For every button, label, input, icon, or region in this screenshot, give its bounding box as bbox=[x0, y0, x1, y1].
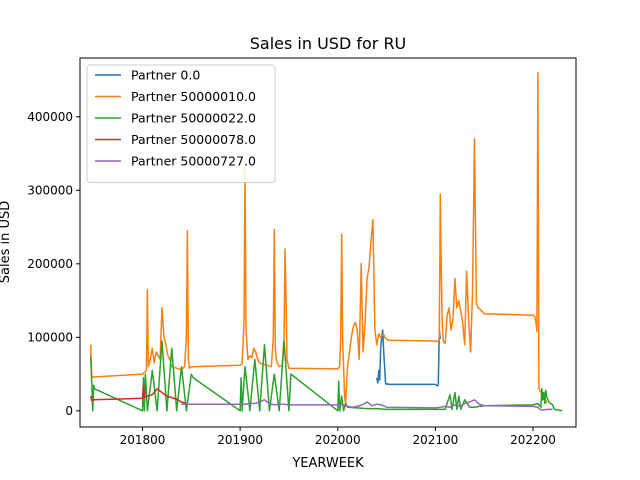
y-tick-label: 100000 bbox=[27, 330, 73, 344]
legend: Partner 0.0 Partner 50000010.0 Partner 500… bbox=[86, 64, 276, 183]
x-tick-label: 202200 bbox=[510, 433, 556, 447]
x-tick-label: 202100 bbox=[412, 433, 458, 447]
x-tick-label: 202000 bbox=[315, 433, 361, 447]
legend-label: Partner 0.0 bbox=[131, 68, 200, 83]
y-tick-label: 0 bbox=[65, 404, 73, 418]
series-line-0 bbox=[376, 329, 442, 387]
legend-label: Partner 50000022.0 bbox=[131, 111, 256, 126]
axes-frame bbox=[79, 57, 577, 428]
y-axis-label: Sales in USD bbox=[0, 201, 13, 284]
x-axis: 201800 201900 202000 202100 202200 bbox=[120, 427, 556, 447]
series-line-3 bbox=[89, 384, 187, 405]
series-line-4 bbox=[181, 399, 553, 411]
y-axis: 0 100000 200000 300000 400000 bbox=[27, 110, 80, 418]
legend-box bbox=[86, 64, 276, 183]
legend-label: Partner 50000078.0 bbox=[131, 132, 256, 147]
plot-area bbox=[89, 71, 563, 412]
y-tick-label: 400000 bbox=[27, 110, 73, 124]
x-axis-label: YEARWEEK bbox=[291, 456, 364, 471]
legend-label: Partner 50000727.0 bbox=[131, 154, 256, 169]
y-tick-label: 200000 bbox=[27, 257, 73, 271]
chart-title: Sales in USD for RU bbox=[250, 34, 407, 53]
legend-label: Partner 50000010.0 bbox=[131, 89, 256, 104]
x-tick-label: 201800 bbox=[120, 433, 166, 447]
x-tick-label: 201900 bbox=[217, 433, 263, 447]
series-line-2 bbox=[89, 340, 563, 412]
y-tick-label: 300000 bbox=[27, 183, 73, 197]
